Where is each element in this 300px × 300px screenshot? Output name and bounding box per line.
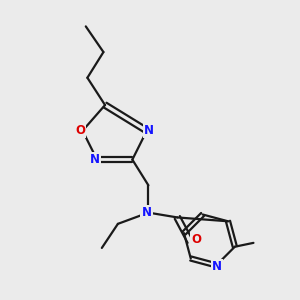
Text: N: N (89, 153, 100, 166)
Text: N: N (212, 260, 222, 273)
Text: N: N (144, 124, 154, 137)
Text: N: N (142, 206, 152, 219)
Text: O: O (75, 124, 85, 137)
Text: O: O (191, 233, 201, 246)
